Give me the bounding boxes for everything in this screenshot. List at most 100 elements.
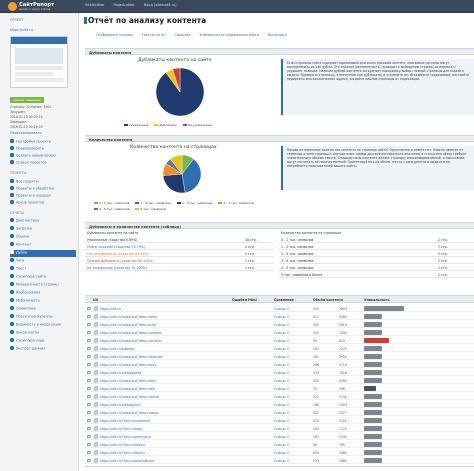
sidebar-item-project-settings[interactable]: Настройки проекта	[10, 139, 76, 146]
row-url[interactable]: https://site.ru/index.php?item=lotki	[100, 386, 156, 391]
col-html-errors[interactable]: Ошибки Html	[232, 297, 257, 302]
sidebar-item-new-project[interactable]: Создать новый проект	[10, 153, 76, 160]
col-uniqueness[interactable]: Уникальность	[364, 297, 390, 302]
row-url[interactable]: https://site.ru/index.php?item=zabory	[100, 410, 159, 415]
sidebar-item-duplicates[interactable]: Дубли	[10, 250, 76, 257]
row-compare-link[interactable]: Ссылок 0	[274, 346, 289, 351]
row-checkbox[interactable]	[87, 314, 91, 318]
row-url[interactable]: https://site.ru/?item=perekrytiya	[100, 434, 151, 439]
sidebar-item-loading[interactable]: Загрузка	[10, 226, 76, 233]
row-url[interactable]: https://site.ru/catalog/plita	[100, 370, 142, 375]
row-url[interactable]: https://site.ru/index.php?item=dostavka	[100, 354, 163, 359]
row-checkbox[interactable]	[87, 378, 91, 382]
row-checkbox[interactable]	[87, 354, 91, 358]
sidebar-item-export[interactable]: Экспорт данных	[10, 346, 76, 353]
top-nav-item[interactable]: SiteAuditor	[85, 3, 105, 7]
dup-stat-row[interactable]: Почти дубликаты (сходство 80-89%) 0 стр.	[85, 251, 274, 258]
row-compare-link[interactable]: Ссылок 0	[274, 306, 289, 311]
top-nav-item[interactable]: PageAuditor	[113, 3, 135, 7]
row-url[interactable]: https://site.ru/index.php?item=trotuar	[100, 394, 160, 399]
row-compare-link[interactable]: Ссылок 0	[274, 338, 289, 343]
row-checkbox[interactable]	[87, 306, 91, 310]
col-url[interactable]: Url	[93, 297, 99, 302]
row-url[interactable]: https://site.ru/kolodtsy	[100, 346, 135, 351]
row-compare-link[interactable]: Ссылок 0	[274, 394, 289, 399]
sidebar-item-images[interactable]: Изображения	[10, 290, 76, 297]
row-checkbox[interactable]	[87, 386, 91, 390]
row-compare-link[interactable]: Ссылок 0	[274, 330, 289, 335]
row-url[interactable]: https://site.ru/?item=lestnicy	[100, 450, 146, 455]
row-url[interactable]: https://site.ru/index.php?item=samples	[100, 330, 162, 335]
row-checkbox[interactable]	[87, 450, 91, 454]
row-url[interactable]: https://site.ru/catalog/svai	[100, 402, 141, 407]
row-compare-link[interactable]: Ссылок 0	[274, 322, 289, 327]
top-nav-item[interactable]: Вход (siteaudit.ru)	[143, 3, 177, 7]
row-url[interactable]: https://site.ru	[100, 306, 121, 311]
row-compare-link[interactable]: Ссылок 0	[274, 386, 289, 391]
row-compare-link[interactable]: Ссылок 0	[274, 378, 289, 383]
sidebar-item-all-projects[interactable]: Все проекты	[10, 179, 76, 186]
row-url[interactable]: https://site.ru/index.php?item=contacts	[100, 338, 162, 343]
row-compare-link[interactable]: Ссылок 0	[274, 402, 289, 407]
sidebar-item-mobile[interactable]: Мобильность	[10, 298, 76, 305]
sidebar-item-diagnostics[interactable]: Диагностика	[10, 218, 76, 225]
logo[interactable]: СайтРепорт анализ и аудит сайтов	[8, 2, 54, 12]
project-url[interactable]: https://site.ru	[10, 28, 33, 32]
row-checkbox[interactable]	[87, 346, 91, 350]
row-compare-link[interactable]: Ссылок 0	[274, 362, 289, 367]
col-volume[interactable]: Объём контента	[313, 297, 343, 302]
row-checkbox[interactable]	[87, 442, 91, 446]
dup-stat-row[interactable]: Очень похожие (сходство 70-79%) 0 стр.	[85, 244, 274, 251]
sidebar-item-competitors[interactable]: Поиск и конкуренты	[10, 314, 76, 321]
tab-summary[interactable]: Сводные	[174, 33, 191, 37]
row-url[interactable]: https://site.ru/?item=bordyur	[100, 442, 146, 447]
row-url[interactable]: https://site.ru/?item=stolby	[100, 426, 143, 431]
row-checkbox[interactable]	[87, 330, 91, 334]
tab-texts-by-url[interactable]: Тексты по Url	[141, 33, 166, 37]
row-checkbox[interactable]	[87, 434, 91, 438]
row-url[interactable]: https://site.ru/index.php?item=kolca	[100, 362, 157, 367]
row-checkbox[interactable]	[87, 322, 91, 326]
sidebar-item-anchors[interactable]: Анкор-листы	[10, 330, 76, 337]
sidebar-item-code[interactable]: Структура кода	[10, 338, 76, 345]
col-compare[interactable]: Сравнение	[274, 297, 294, 302]
sidebar-item-semantics[interactable]: Семантика	[10, 306, 76, 313]
sidebar-item-tags[interactable]: Теги	[10, 258, 76, 265]
row-compare-link[interactable]: Ссылок 0	[274, 370, 289, 375]
dup-stat-row[interactable]: Не уникальные (сходство 70-100%) 1 стр.	[85, 265, 274, 272]
row-url[interactable]: https://site.ru/index.php?item=price	[100, 322, 157, 327]
dup-stat-row[interactable]: Полные дубликаты (сходство 90-100%) 1 стр…	[85, 258, 274, 265]
row-compare-link[interactable]: Ссылок 0	[274, 450, 289, 455]
sidebar-item-structure[interactable]: Структура сайта	[10, 274, 76, 281]
row-checkbox[interactable]	[87, 394, 91, 398]
row-compare-link[interactable]: Ссылок 0	[274, 410, 289, 415]
sidebar-item-project-list[interactable]: Список проектов	[10, 160, 76, 167]
row-checkbox[interactable]	[87, 426, 91, 430]
row-compare-link[interactable]: Ссылок 0	[274, 458, 289, 463]
row-compare-link[interactable]: Ссылок 0	[274, 426, 289, 431]
row-compare-link[interactable]: Ссылок 0	[274, 418, 289, 423]
row-checkbox[interactable]	[87, 458, 91, 462]
sidebar-item-links[interactable]: Ссылки	[10, 234, 76, 241]
row-compare-link[interactable]: Ссылок 0	[274, 314, 289, 319]
sidebar-item-relevance[interactable]: Релевантность страниц	[10, 282, 76, 289]
tab-show-full[interactable]: Отображать полные	[96, 33, 133, 37]
row-checkbox[interactable]	[87, 362, 91, 366]
rescan-link[interactable]: Пересканировать	[10, 131, 42, 135]
row-checkbox[interactable]	[87, 370, 91, 374]
row-url[interactable]: https://site.ru/index.php?item=bloki	[100, 378, 156, 383]
row-checkbox[interactable]	[87, 418, 91, 422]
sidebar-item-queue[interactable]: Проекты в очереди	[10, 193, 76, 200]
sidebar-item-content[interactable]: Контент	[10, 242, 76, 249]
sidebar-item-archive[interactable]: Архив проектов	[10, 200, 76, 207]
sidebar-item-indexing[interactable]: Видимость в индексации	[10, 322, 76, 329]
row-url[interactable]: https://site.ru/?item=fundament	[100, 418, 151, 423]
row-checkbox[interactable]	[87, 338, 91, 342]
row-url[interactable]: https://site.ru/?item=ograzhdeniya	[100, 458, 155, 463]
row-checkbox[interactable]	[87, 410, 91, 414]
row-url[interactable]: https://site.ru/index.php?item=beton	[100, 314, 158, 319]
sidebar-item-text[interactable]: Текст	[10, 266, 76, 273]
tab-uniqueness[interactable]: Уникальность содержания сайта	[199, 33, 259, 37]
sidebar-item-recheck[interactable]: Перепроверить	[10, 146, 76, 153]
sidebar-item-processing[interactable]: Проекты в обработке	[10, 186, 76, 193]
